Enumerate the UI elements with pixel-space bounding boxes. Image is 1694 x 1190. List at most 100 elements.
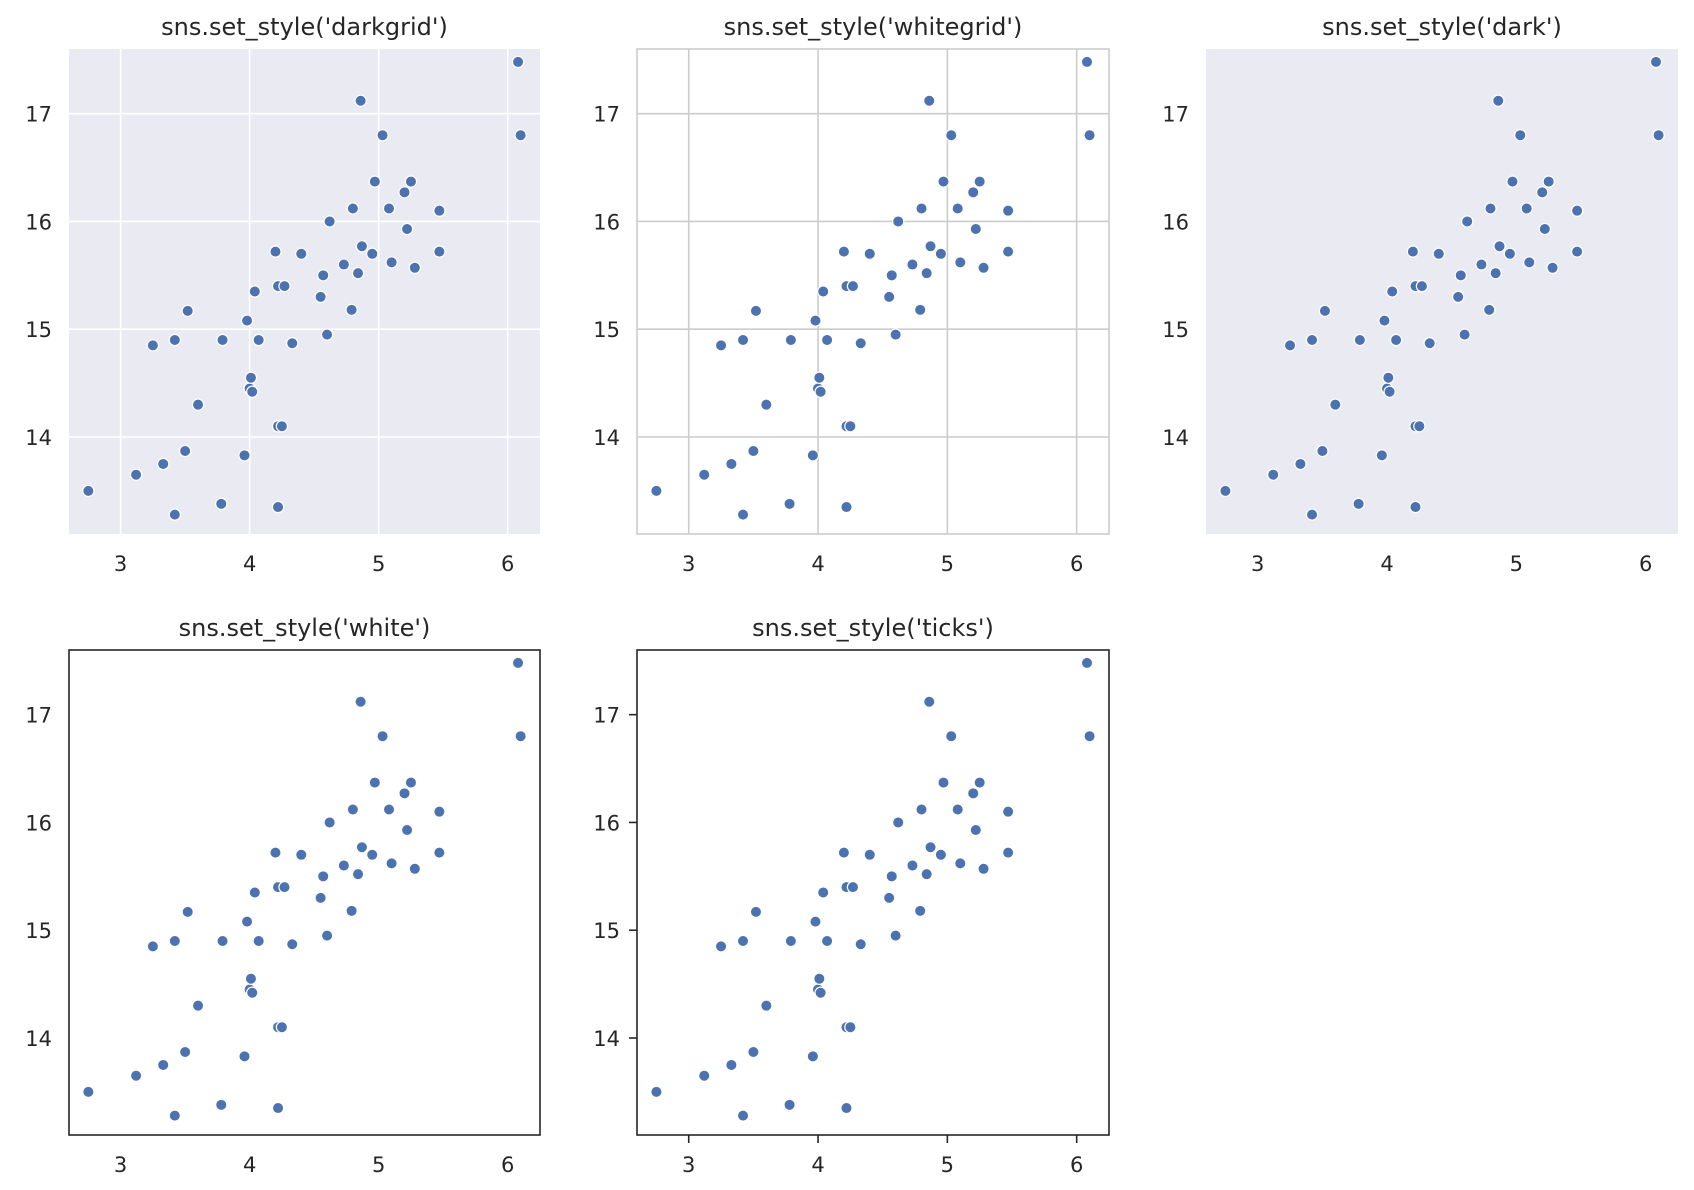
scatter-point	[366, 848, 379, 861]
x-tick-label: 3	[682, 1153, 695, 1177]
scatter-point	[248, 285, 262, 298]
scatter-point	[973, 776, 986, 789]
scatter-point	[129, 1069, 143, 1082]
x-tick-label: 5	[372, 1153, 385, 1177]
scatter-point	[1267, 468, 1280, 481]
scatter-point	[275, 420, 289, 433]
scatter-point	[1489, 266, 1502, 280]
scatter-point	[924, 841, 937, 854]
scatter-point	[355, 841, 369, 854]
scatter-point	[736, 508, 750, 521]
scatter-point	[937, 776, 950, 789]
scatter-point	[1318, 304, 1332, 318]
scatter-point	[945, 730, 958, 743]
y-tick-label: 15	[593, 318, 620, 342]
scatter-point	[837, 846, 851, 859]
scatter-point	[1415, 279, 1429, 293]
scatter-point	[885, 870, 898, 883]
y-tick-label: 16	[25, 210, 52, 234]
y-tick-label: 15	[25, 318, 52, 342]
scatter-point	[215, 497, 228, 511]
scatter-point	[882, 290, 896, 304]
scatter-point	[760, 398, 773, 411]
x-tick-label: 5	[1510, 552, 1523, 576]
scatter-point	[967, 186, 980, 199]
scatter-point	[698, 1069, 711, 1082]
scatter-point	[714, 940, 728, 953]
scatter-point	[345, 904, 358, 918]
scatter-point	[323, 215, 336, 228]
y-tick-label: 17	[593, 704, 620, 728]
scatter-point	[725, 457, 738, 471]
scatter-point	[846, 880, 860, 894]
x-tick-label: 3	[682, 552, 695, 576]
scatter-point	[937, 175, 950, 188]
plot-area	[69, 49, 540, 534]
scatter-point	[1520, 202, 1533, 215]
y-tick-label: 16	[593, 811, 620, 835]
scatter-point	[747, 444, 760, 458]
scatter-point	[404, 175, 418, 188]
scatter-point	[749, 304, 763, 318]
scatter-point	[355, 240, 369, 253]
scatter-point	[914, 303, 927, 317]
x-tick-label: 4	[811, 552, 824, 576]
x-tick-label: 5	[941, 552, 954, 576]
scatter-point	[973, 175, 986, 188]
scatter-point	[354, 94, 367, 107]
scatter-point	[320, 328, 334, 341]
scatter-point	[951, 202, 964, 215]
scatter-point	[351, 266, 365, 280]
scatter-point	[366, 247, 379, 260]
scatter-point	[809, 314, 822, 327]
x-tick-label: 4	[243, 1153, 256, 1177]
scatter-point	[376, 129, 389, 142]
scatter-point	[238, 449, 251, 462]
scatter-point	[969, 823, 983, 837]
plot-area	[637, 650, 1109, 1135]
y-tick-label: 15	[1162, 318, 1189, 342]
scatter-point	[650, 484, 663, 498]
scatter-point	[240, 915, 254, 928]
scatter-point	[246, 986, 259, 999]
subplot-whitegrid: 3 4 5 6 14 15 16 17 sns.set_style('whitegrid')	[593, 13, 1110, 576]
scatter-point	[923, 94, 936, 107]
scatter-point	[1413, 420, 1426, 433]
scatter-point	[278, 880, 291, 894]
scatter-point	[844, 420, 857, 433]
scatter-point	[945, 129, 958, 142]
scatter-point	[1219, 484, 1232, 498]
scatter-point	[1482, 303, 1496, 317]
scatter-point	[1484, 202, 1497, 215]
scatter-point	[82, 484, 95, 498]
scatter-point	[863, 848, 876, 861]
scatter-point	[191, 999, 205, 1012]
scatter-point	[320, 929, 334, 942]
axes-frame	[636, 649, 1110, 1136]
scatter-point	[1570, 245, 1584, 258]
scatter-point	[191, 398, 205, 411]
x-tick-label: 3	[114, 552, 127, 576]
scatter-point	[698, 468, 711, 481]
scatter-point	[398, 787, 411, 800]
scatter-point	[244, 972, 258, 985]
scatter-point	[181, 905, 194, 919]
scatter-point	[271, 1101, 285, 1115]
scatter-point	[806, 1050, 820, 1063]
scatter-point	[168, 1109, 182, 1122]
scatter-point	[914, 904, 927, 918]
scatter-point	[892, 215, 905, 228]
scatter-point	[1378, 314, 1391, 327]
scatter-point	[314, 290, 327, 304]
scatter-point	[1406, 245, 1420, 258]
scatter-point	[1329, 398, 1342, 411]
scatter-point	[1001, 805, 1015, 818]
scatter-point	[915, 202, 928, 215]
scatter-point	[317, 870, 330, 883]
x-tick-label: 6	[1639, 552, 1652, 576]
scatter-point	[146, 940, 160, 953]
scatter-point	[813, 972, 826, 985]
scatter-point	[920, 867, 933, 881]
scatter-point	[954, 857, 967, 870]
